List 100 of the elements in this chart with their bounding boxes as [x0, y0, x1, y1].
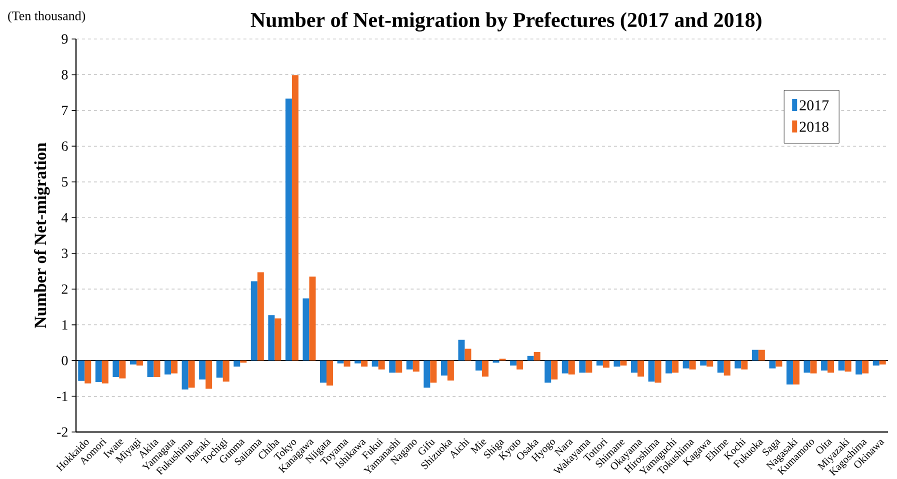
y-tick-label: 2 [62, 284, 68, 294]
bar [412, 360, 420, 372]
bar [188, 360, 195, 388]
bar [292, 75, 298, 361]
bar [586, 360, 592, 373]
bar [430, 360, 437, 383]
bar [182, 360, 188, 390]
bar [476, 360, 482, 371]
bar [844, 360, 852, 372]
bar [856, 360, 862, 374]
bar [630, 360, 638, 373]
bar [482, 360, 489, 377]
bar [821, 360, 828, 371]
bar [326, 360, 334, 386]
bar [102, 360, 108, 384]
y-tick-label: 9 [62, 34, 68, 44]
bar [119, 360, 126, 378]
bar [769, 360, 776, 368]
bar [666, 360, 672, 374]
bar [154, 360, 160, 377]
bar [464, 348, 472, 361]
y-tick-label: 6 [62, 141, 68, 151]
bar [562, 360, 568, 374]
bar [527, 356, 534, 361]
text: (Ten thousand) [8, 11, 86, 23]
bar [510, 360, 517, 366]
bar [406, 360, 413, 370]
bar [378, 360, 385, 370]
y-tick-label: 4 [62, 213, 68, 222]
bar [354, 360, 362, 364]
bar [130, 360, 136, 364]
bar [734, 360, 742, 368]
y-tick-label: 3 [62, 248, 68, 258]
bar [257, 272, 264, 361]
bar [700, 360, 707, 366]
bar [752, 350, 758, 361]
bar [136, 360, 143, 366]
bar [689, 360, 696, 370]
y-tick-label: -2 [57, 427, 68, 437]
y-tick-label: 7 [62, 106, 68, 116]
bar [579, 360, 586, 373]
bar [440, 360, 448, 376]
bar [568, 360, 575, 374]
bar [84, 360, 92, 384]
bar [724, 360, 730, 376]
bar [602, 360, 610, 368]
bar [164, 360, 172, 374]
bar [250, 281, 258, 361]
bar [95, 360, 102, 382]
bar [424, 360, 430, 388]
bar [447, 360, 454, 381]
bar [879, 360, 886, 364]
bar [620, 360, 627, 366]
bar [828, 360, 834, 373]
y-tick-label: 1 [62, 320, 68, 330]
bar [274, 318, 282, 361]
bar [268, 315, 275, 361]
bar [776, 360, 782, 367]
bar [396, 360, 402, 373]
bar [706, 360, 714, 367]
bar [786, 360, 793, 384]
bar [216, 360, 223, 378]
bar [872, 360, 880, 366]
bar [637, 360, 644, 377]
bar [792, 360, 800, 384]
bar [372, 360, 378, 367]
bar [682, 360, 690, 368]
bar [458, 340, 465, 361]
bar [309, 276, 316, 361]
bar [544, 360, 552, 383]
y-tick-label: 5 [62, 177, 68, 187]
bar [810, 360, 817, 374]
bar [862, 360, 869, 374]
bar [285, 98, 292, 361]
bar [112, 360, 120, 377]
bar [654, 360, 662, 383]
bar [78, 360, 85, 381]
bar [717, 360, 724, 373]
bar [302, 298, 310, 361]
chart-title: Number of Net-migration by Prefectures (2017 and 2018) [250, 12, 762, 32]
bar [534, 352, 540, 361]
bar [344, 360, 350, 367]
bar [199, 360, 206, 380]
legend-label: 2017 [800, 100, 829, 110]
y-tick-label: 0 [62, 356, 68, 366]
bar [361, 360, 368, 367]
bar [337, 360, 344, 364]
bar [206, 360, 212, 389]
bar [320, 360, 327, 383]
y-tick-label: 8 [62, 70, 68, 80]
bar [648, 360, 655, 382]
y-axis-title: Number of Net-migration [34, 142, 50, 328]
bar [389, 360, 396, 373]
bar [758, 350, 765, 361]
bar [741, 360, 748, 370]
bar [516, 360, 524, 370]
bar [672, 360, 679, 373]
bar [596, 360, 603, 366]
bar [147, 360, 154, 377]
bar [171, 360, 178, 374]
